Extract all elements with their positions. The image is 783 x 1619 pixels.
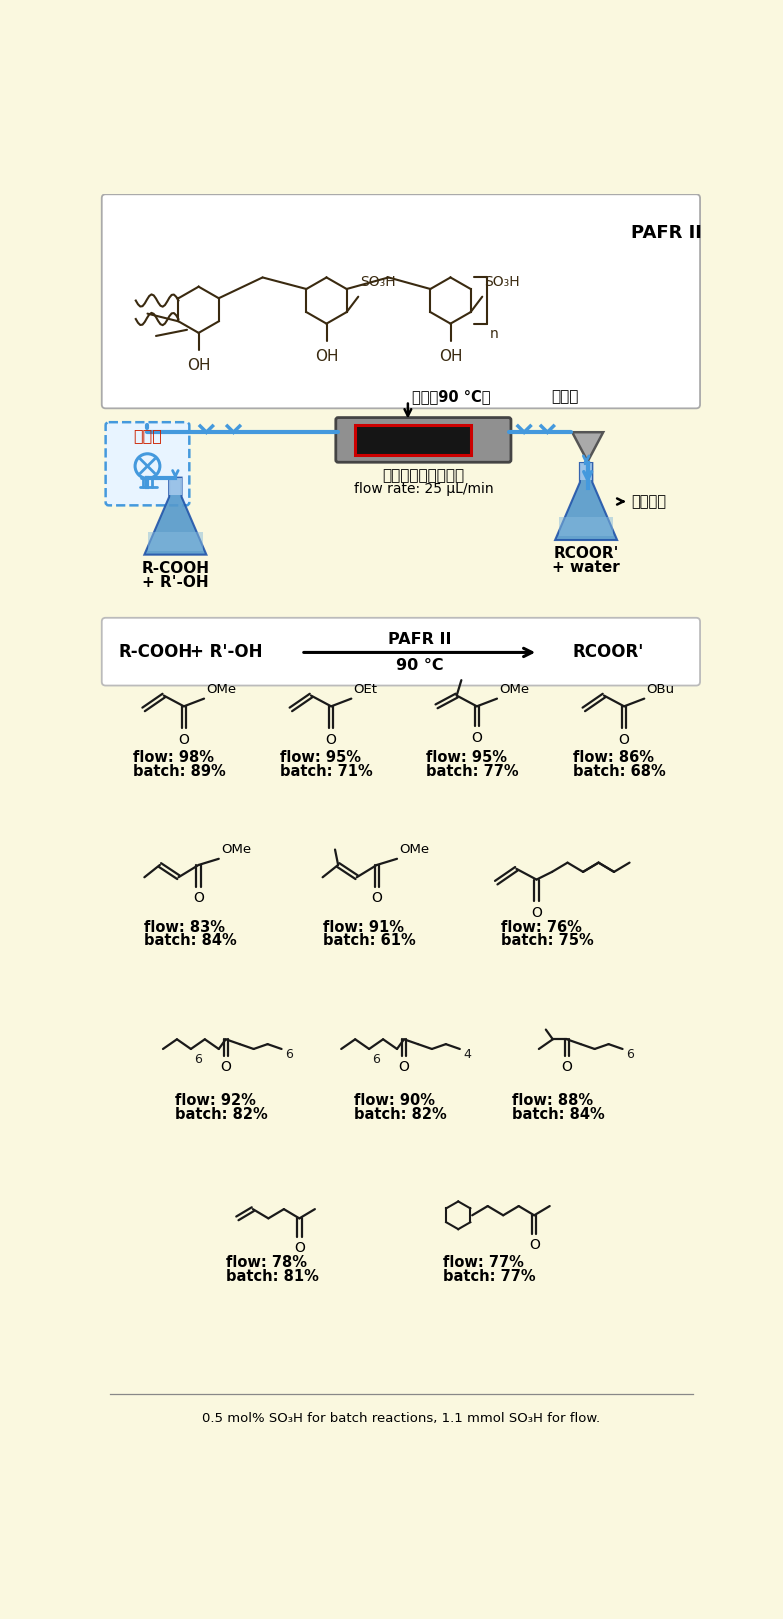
Text: flow: 76%: flow: 76% xyxy=(501,920,582,934)
Text: 0.5 mol% SO₃H for batch reactions, 1.1 mmol SO₃H for flow.: 0.5 mol% SO₃H for batch reactions, 1.1 m… xyxy=(202,1412,600,1425)
Text: batch: 82%: batch: 82% xyxy=(175,1107,268,1122)
Text: ポンプ: ポンプ xyxy=(133,429,162,444)
Text: 6: 6 xyxy=(285,1047,293,1060)
Text: n: n xyxy=(490,327,499,342)
Text: O: O xyxy=(471,730,482,745)
Text: O: O xyxy=(179,732,189,746)
Text: O: O xyxy=(561,1060,572,1073)
Text: SO₃H: SO₃H xyxy=(485,275,520,288)
Polygon shape xyxy=(559,516,613,536)
Text: flow: 91%: flow: 91% xyxy=(323,920,403,934)
Text: batch: 84%: batch: 84% xyxy=(144,934,237,949)
Text: batch: 81%: batch: 81% xyxy=(226,1269,319,1284)
Text: O: O xyxy=(619,732,630,746)
Text: OH: OH xyxy=(438,350,462,364)
Text: OMe: OMe xyxy=(399,843,429,856)
Text: カラムカートリッジ: カラムカートリッジ xyxy=(382,468,464,482)
Polygon shape xyxy=(144,478,207,555)
Text: + water: + water xyxy=(552,560,620,575)
Text: flow: 77%: flow: 77% xyxy=(442,1255,524,1271)
FancyBboxPatch shape xyxy=(102,618,700,685)
Text: PAFR II: PAFR II xyxy=(631,223,702,241)
Text: O: O xyxy=(399,1060,410,1073)
Text: O: O xyxy=(193,890,204,905)
Text: RCOOR': RCOOR' xyxy=(572,643,644,661)
Text: 加熱（90 °C）: 加熱（90 °C） xyxy=(412,389,490,405)
Text: batch: 77%: batch: 77% xyxy=(442,1269,536,1284)
Text: SO₃H: SO₃H xyxy=(361,275,396,288)
Text: flow: 78%: flow: 78% xyxy=(226,1255,307,1271)
Text: OEt: OEt xyxy=(354,683,377,696)
Text: OMe: OMe xyxy=(221,843,251,856)
Text: flow: 95%: flow: 95% xyxy=(426,750,507,766)
FancyBboxPatch shape xyxy=(355,426,471,455)
Polygon shape xyxy=(555,463,617,541)
FancyBboxPatch shape xyxy=(336,418,511,463)
Text: O: O xyxy=(220,1060,231,1073)
Text: R-COOH: R-COOH xyxy=(142,562,209,576)
Text: flow: 90%: flow: 90% xyxy=(354,1093,435,1107)
Text: flow rate: 25 μL/min: flow rate: 25 μL/min xyxy=(354,482,493,495)
Text: batch: 61%: batch: 61% xyxy=(323,934,415,949)
Text: 6: 6 xyxy=(372,1052,380,1065)
Text: 90 °C: 90 °C xyxy=(395,657,443,674)
Text: OMe: OMe xyxy=(500,683,529,696)
Text: flow: 86%: flow: 86% xyxy=(573,750,654,766)
Text: PAFR II: PAFR II xyxy=(388,631,451,648)
Text: 6: 6 xyxy=(194,1052,202,1065)
Text: O: O xyxy=(531,905,542,920)
Text: flow: 98%: flow: 98% xyxy=(133,750,214,766)
Text: OMe: OMe xyxy=(207,683,236,696)
Text: flow: 95%: flow: 95% xyxy=(280,750,361,766)
Text: + R'-OH: + R'-OH xyxy=(189,643,262,661)
Text: 4: 4 xyxy=(463,1047,471,1060)
Polygon shape xyxy=(580,463,592,479)
Text: OH: OH xyxy=(315,350,338,364)
Text: batch: 84%: batch: 84% xyxy=(513,1107,605,1122)
Polygon shape xyxy=(169,478,182,494)
Text: RCOOR': RCOOR' xyxy=(554,546,619,562)
Polygon shape xyxy=(148,531,203,550)
Text: 6: 6 xyxy=(626,1047,633,1060)
Text: 検出器へ: 検出器へ xyxy=(631,494,666,508)
Text: flow: 88%: flow: 88% xyxy=(513,1093,594,1107)
Text: O: O xyxy=(326,732,337,746)
Text: flow: 83%: flow: 83% xyxy=(144,920,226,934)
Text: batch: 75%: batch: 75% xyxy=(501,934,594,949)
Text: O: O xyxy=(371,890,382,905)
Text: O: O xyxy=(294,1242,305,1255)
Text: batch: 89%: batch: 89% xyxy=(133,764,226,779)
Text: flow: 92%: flow: 92% xyxy=(175,1093,256,1107)
Text: batch: 77%: batch: 77% xyxy=(426,764,518,779)
Text: R-COOH: R-COOH xyxy=(119,643,193,661)
Text: batch: 82%: batch: 82% xyxy=(354,1107,446,1122)
Text: + R'-OH: + R'-OH xyxy=(142,575,209,589)
Text: OBu: OBu xyxy=(647,683,675,696)
Text: batch: 71%: batch: 71% xyxy=(280,764,373,779)
Text: OH: OH xyxy=(187,358,211,374)
FancyBboxPatch shape xyxy=(106,423,189,505)
Text: O: O xyxy=(529,1239,539,1253)
Text: 背圧弁: 背圧弁 xyxy=(551,389,579,405)
Polygon shape xyxy=(572,432,603,461)
FancyBboxPatch shape xyxy=(102,194,700,408)
Text: batch: 68%: batch: 68% xyxy=(573,764,666,779)
